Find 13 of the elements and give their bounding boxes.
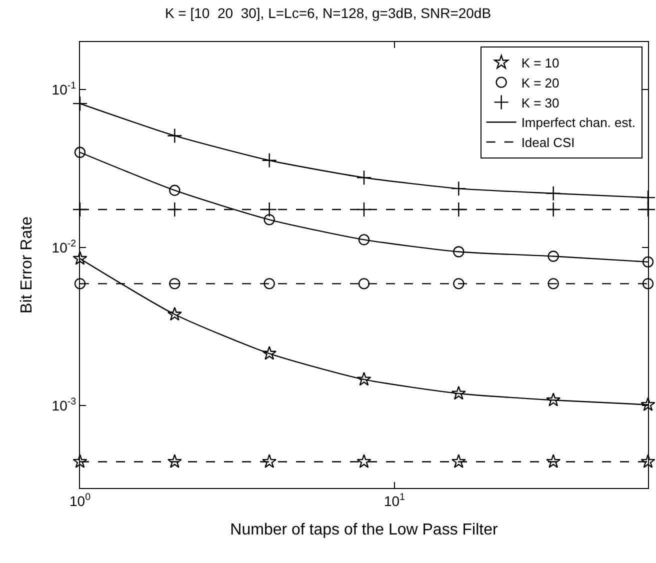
y-tick-label: 10$^{-3}$ xyxy=(52,396,77,414)
x-tick-label: 10$^{1}$ xyxy=(384,492,405,509)
x-tick-label: 10$^{0}$ xyxy=(69,492,92,509)
legend-label: K = 10 xyxy=(521,55,560,70)
y-tick-label: 10$^{-1}$ xyxy=(52,80,76,98)
y-tick-label: 10$^{-2}$ xyxy=(52,238,76,256)
legend-label: Ideal CSI xyxy=(521,135,575,150)
legend-label: K = 30 xyxy=(521,95,560,110)
chart-title: K = [10 20 30], L=Lc=6, N=128, g=3dB, SNR=20dB xyxy=(164,5,492,22)
legend-label: Imperfect chan. est. xyxy=(521,115,636,130)
y-axis-title: Bit Error Rate xyxy=(18,216,36,314)
x-axis-title: Number of taps of the Low Pass Filter xyxy=(230,522,499,539)
legend-label: K = 20 xyxy=(521,75,560,90)
